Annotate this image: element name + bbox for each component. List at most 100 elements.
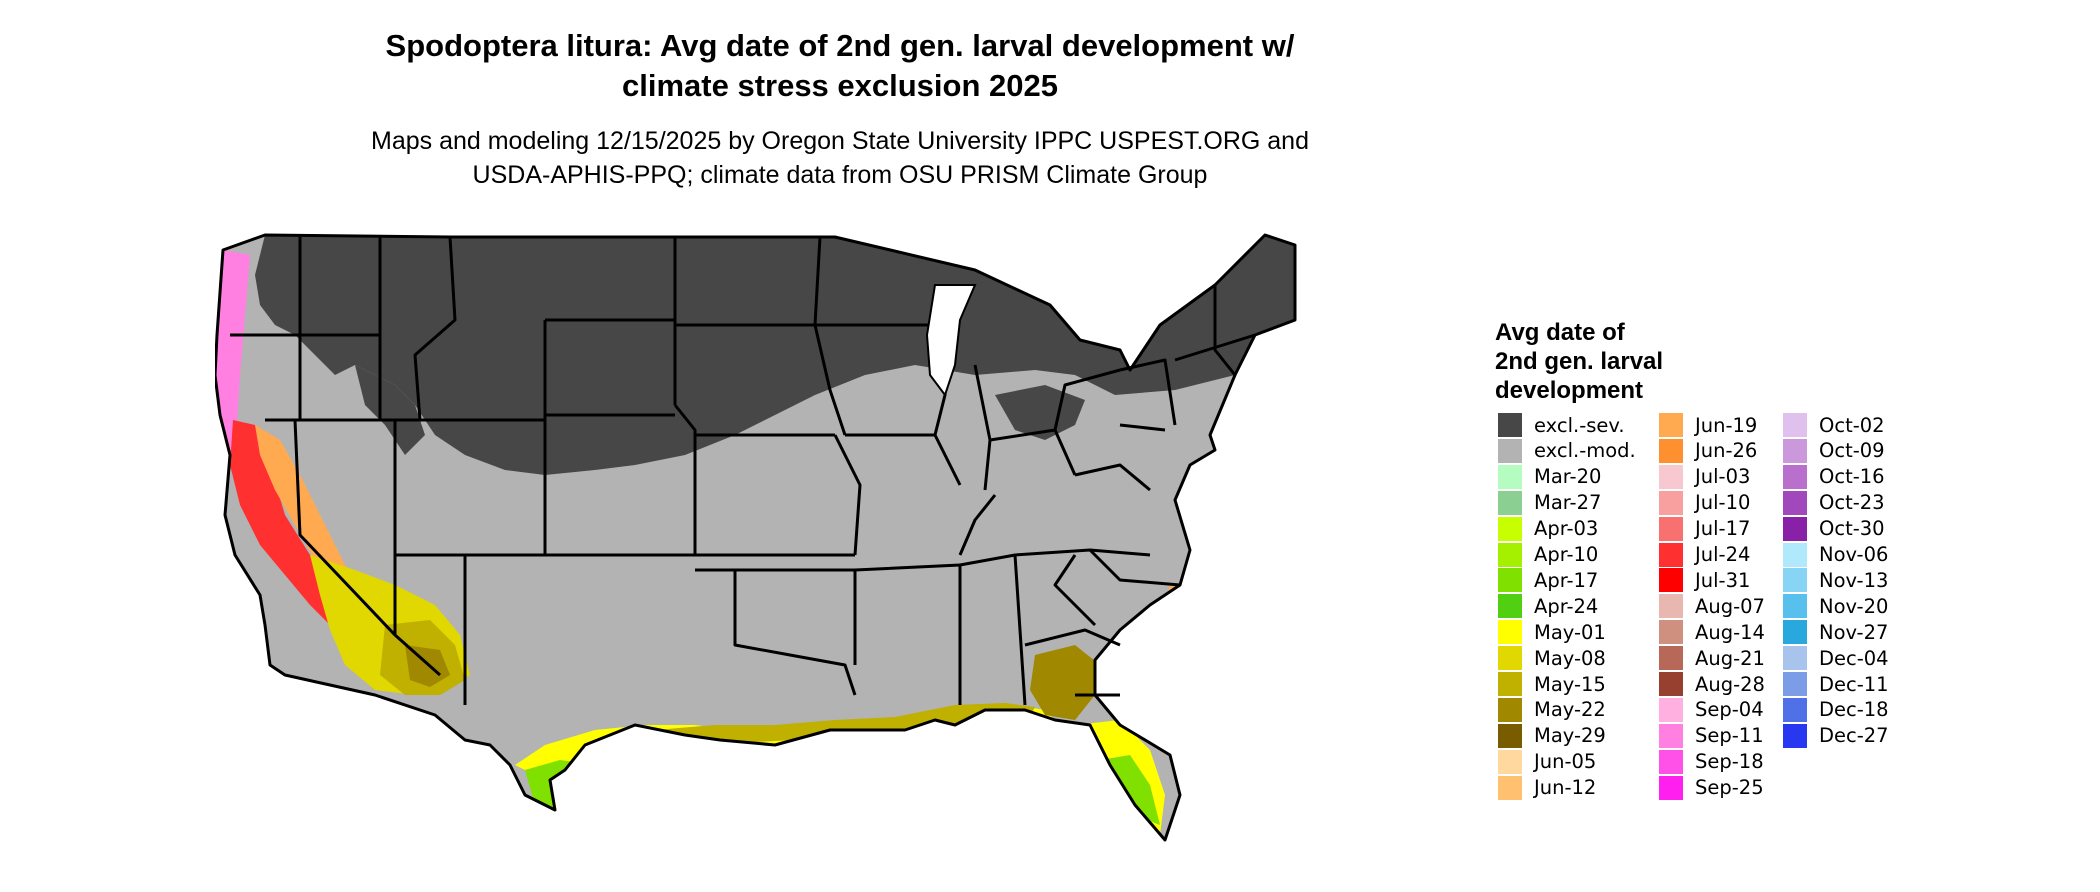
legend-label: Oct-09 <box>1819 439 1885 463</box>
legend-swatch <box>1659 413 1683 437</box>
legend-item: Nov-06 <box>1783 542 1888 568</box>
legend-title-line-2: 2nd gen. larval <box>1495 348 1664 375</box>
legend-item: Dec-18 <box>1783 697 1889 723</box>
legend-item: Oct-16 <box>1783 464 1885 490</box>
legend-label: Jul-10 <box>1695 491 1751 515</box>
legend-item: May-01 <box>1498 619 1606 645</box>
legend-label: Nov-20 <box>1819 594 1889 618</box>
legend-label: May-29 <box>1534 724 1606 748</box>
legend-item: Jul-31 <box>1659 567 1750 593</box>
legend-item: Aug-14 <box>1659 619 1765 645</box>
legend-swatch <box>1783 620 1807 645</box>
legend-item: Jul-17 <box>1659 516 1750 542</box>
legend-item: Jul-10 <box>1659 490 1750 516</box>
legend-label: Jul-31 <box>1695 568 1751 592</box>
legend-item: Oct-30 <box>1783 516 1885 542</box>
legend-item: Sep-11 <box>1659 723 1764 749</box>
legend-label: Jun-05 <box>1534 750 1597 774</box>
legend-label: Aug-07 <box>1695 594 1765 618</box>
legend-label: Dec-18 <box>1819 698 1889 722</box>
legend-swatch <box>1498 413 1522 437</box>
subtitle-line-1: Maps and modeling 12/15/2025 by Oregon S… <box>371 127 1309 155</box>
legend-label: excl.-mod. <box>1534 439 1636 463</box>
legend-item: Nov-27 <box>1783 619 1888 645</box>
legend-label: Aug-28 <box>1695 672 1765 696</box>
legend-item: Mar-20 <box>1498 464 1601 490</box>
legend-label: Aug-21 <box>1695 646 1765 670</box>
legend-label: Nov-13 <box>1819 568 1889 592</box>
legend-label: Apr-24 <box>1534 594 1599 618</box>
legend-swatch <box>1659 749 1683 774</box>
legend-swatch <box>1783 413 1807 437</box>
legend-label: Oct-30 <box>1819 517 1885 541</box>
legend-item: May-29 <box>1498 723 1606 749</box>
legend-item: Jun-05 <box>1498 749 1596 775</box>
legend-label: Dec-11 <box>1819 672 1889 696</box>
legend-title-line-1: Avg date of <box>1495 319 1625 346</box>
legend-swatch <box>1659 464 1683 489</box>
legend-swatch <box>1783 516 1807 541</box>
legend-swatch <box>1659 672 1683 696</box>
legend-label: Dec-04 <box>1819 646 1889 670</box>
legend-label: Nov-27 <box>1819 620 1889 644</box>
legend-item: Oct-02 <box>1783 412 1885 438</box>
legend-swatch <box>1783 464 1807 489</box>
legend-item: Jun-26 <box>1659 438 1757 464</box>
legend-label: Sep-18 <box>1695 750 1764 774</box>
legend-swatch <box>1659 542 1683 567</box>
legend-swatch <box>1498 516 1522 541</box>
legend-swatch <box>1659 516 1683 541</box>
legend-swatch <box>1498 542 1522 567</box>
legend-item: excl.-mod. <box>1498 438 1636 464</box>
legend: excl.-sev. excl.-mod. Mar-20 Mar-27 Apr-03 Ap… <box>1498 412 1958 802</box>
legend-item: Apr-10 <box>1498 542 1598 568</box>
us-map <box>215 233 1297 842</box>
legend-item: Oct-23 <box>1783 490 1885 516</box>
legend-label: Oct-16 <box>1819 465 1885 489</box>
legend-item: Dec-04 <box>1783 645 1889 671</box>
lake-michigan <box>925 284 977 398</box>
subtitle-line-2: USDA-APHIS-PPQ; climate data from OSU PR… <box>472 161 1208 189</box>
legend-label: May-15 <box>1534 672 1606 696</box>
legend-label: Jul-17 <box>1695 517 1751 541</box>
legend-label: Nov-06 <box>1819 543 1889 566</box>
legend-item: Dec-11 <box>1783 671 1889 697</box>
legend-item: Apr-17 <box>1498 567 1598 593</box>
map-subtitle: Maps and modeling 12/15/2025 by Oregon S… <box>0 124 1680 192</box>
legend-item: Oct-09 <box>1783 438 1885 464</box>
legend-item: Nov-20 <box>1783 593 1888 619</box>
legend-swatch <box>1783 723 1807 748</box>
legend-item: May-15 <box>1498 671 1606 697</box>
legend-label: Aug-14 <box>1695 620 1765 644</box>
legend-label: May-08 <box>1534 646 1606 670</box>
legend-item: Sep-18 <box>1659 749 1764 775</box>
legend-item: Dec-27 <box>1783 723 1889 749</box>
legend-swatch <box>1498 672 1522 696</box>
legend-swatch <box>1498 464 1522 489</box>
legend-label: Dec-27 <box>1819 724 1889 748</box>
legend-label: Mar-27 <box>1534 491 1602 515</box>
legend-swatch <box>1498 490 1522 515</box>
gulf-coast-olive <box>655 703 1035 743</box>
legend-swatch <box>1659 775 1683 800</box>
legend-label: Jul-03 <box>1695 465 1751 489</box>
legend-label: Sep-25 <box>1695 776 1764 800</box>
legend-label: Sep-04 <box>1695 698 1764 722</box>
legend-swatch <box>1498 775 1522 800</box>
map-title: Spodoptera litura: Avg date of 2nd gen. … <box>0 26 1680 106</box>
legend-item: Nov-13 <box>1783 567 1888 593</box>
legend-item: Aug-21 <box>1659 645 1765 671</box>
legend-swatch <box>1783 672 1807 696</box>
legend-item: Sep-04 <box>1659 697 1764 723</box>
legend-swatch <box>1659 723 1683 748</box>
legend-item: May-08 <box>1498 645 1606 671</box>
legend-item: Sep-25 <box>1659 775 1764 801</box>
legend-item: Aug-28 <box>1659 671 1765 697</box>
legend-label: Apr-03 <box>1534 517 1599 541</box>
legend-label: Jun-26 <box>1695 439 1758 463</box>
legend-swatch <box>1659 438 1683 463</box>
legend-swatch <box>1659 594 1683 619</box>
legend-swatch <box>1498 749 1522 774</box>
legend-swatch <box>1498 646 1522 671</box>
legend-label: Apr-10 <box>1534 543 1599 566</box>
